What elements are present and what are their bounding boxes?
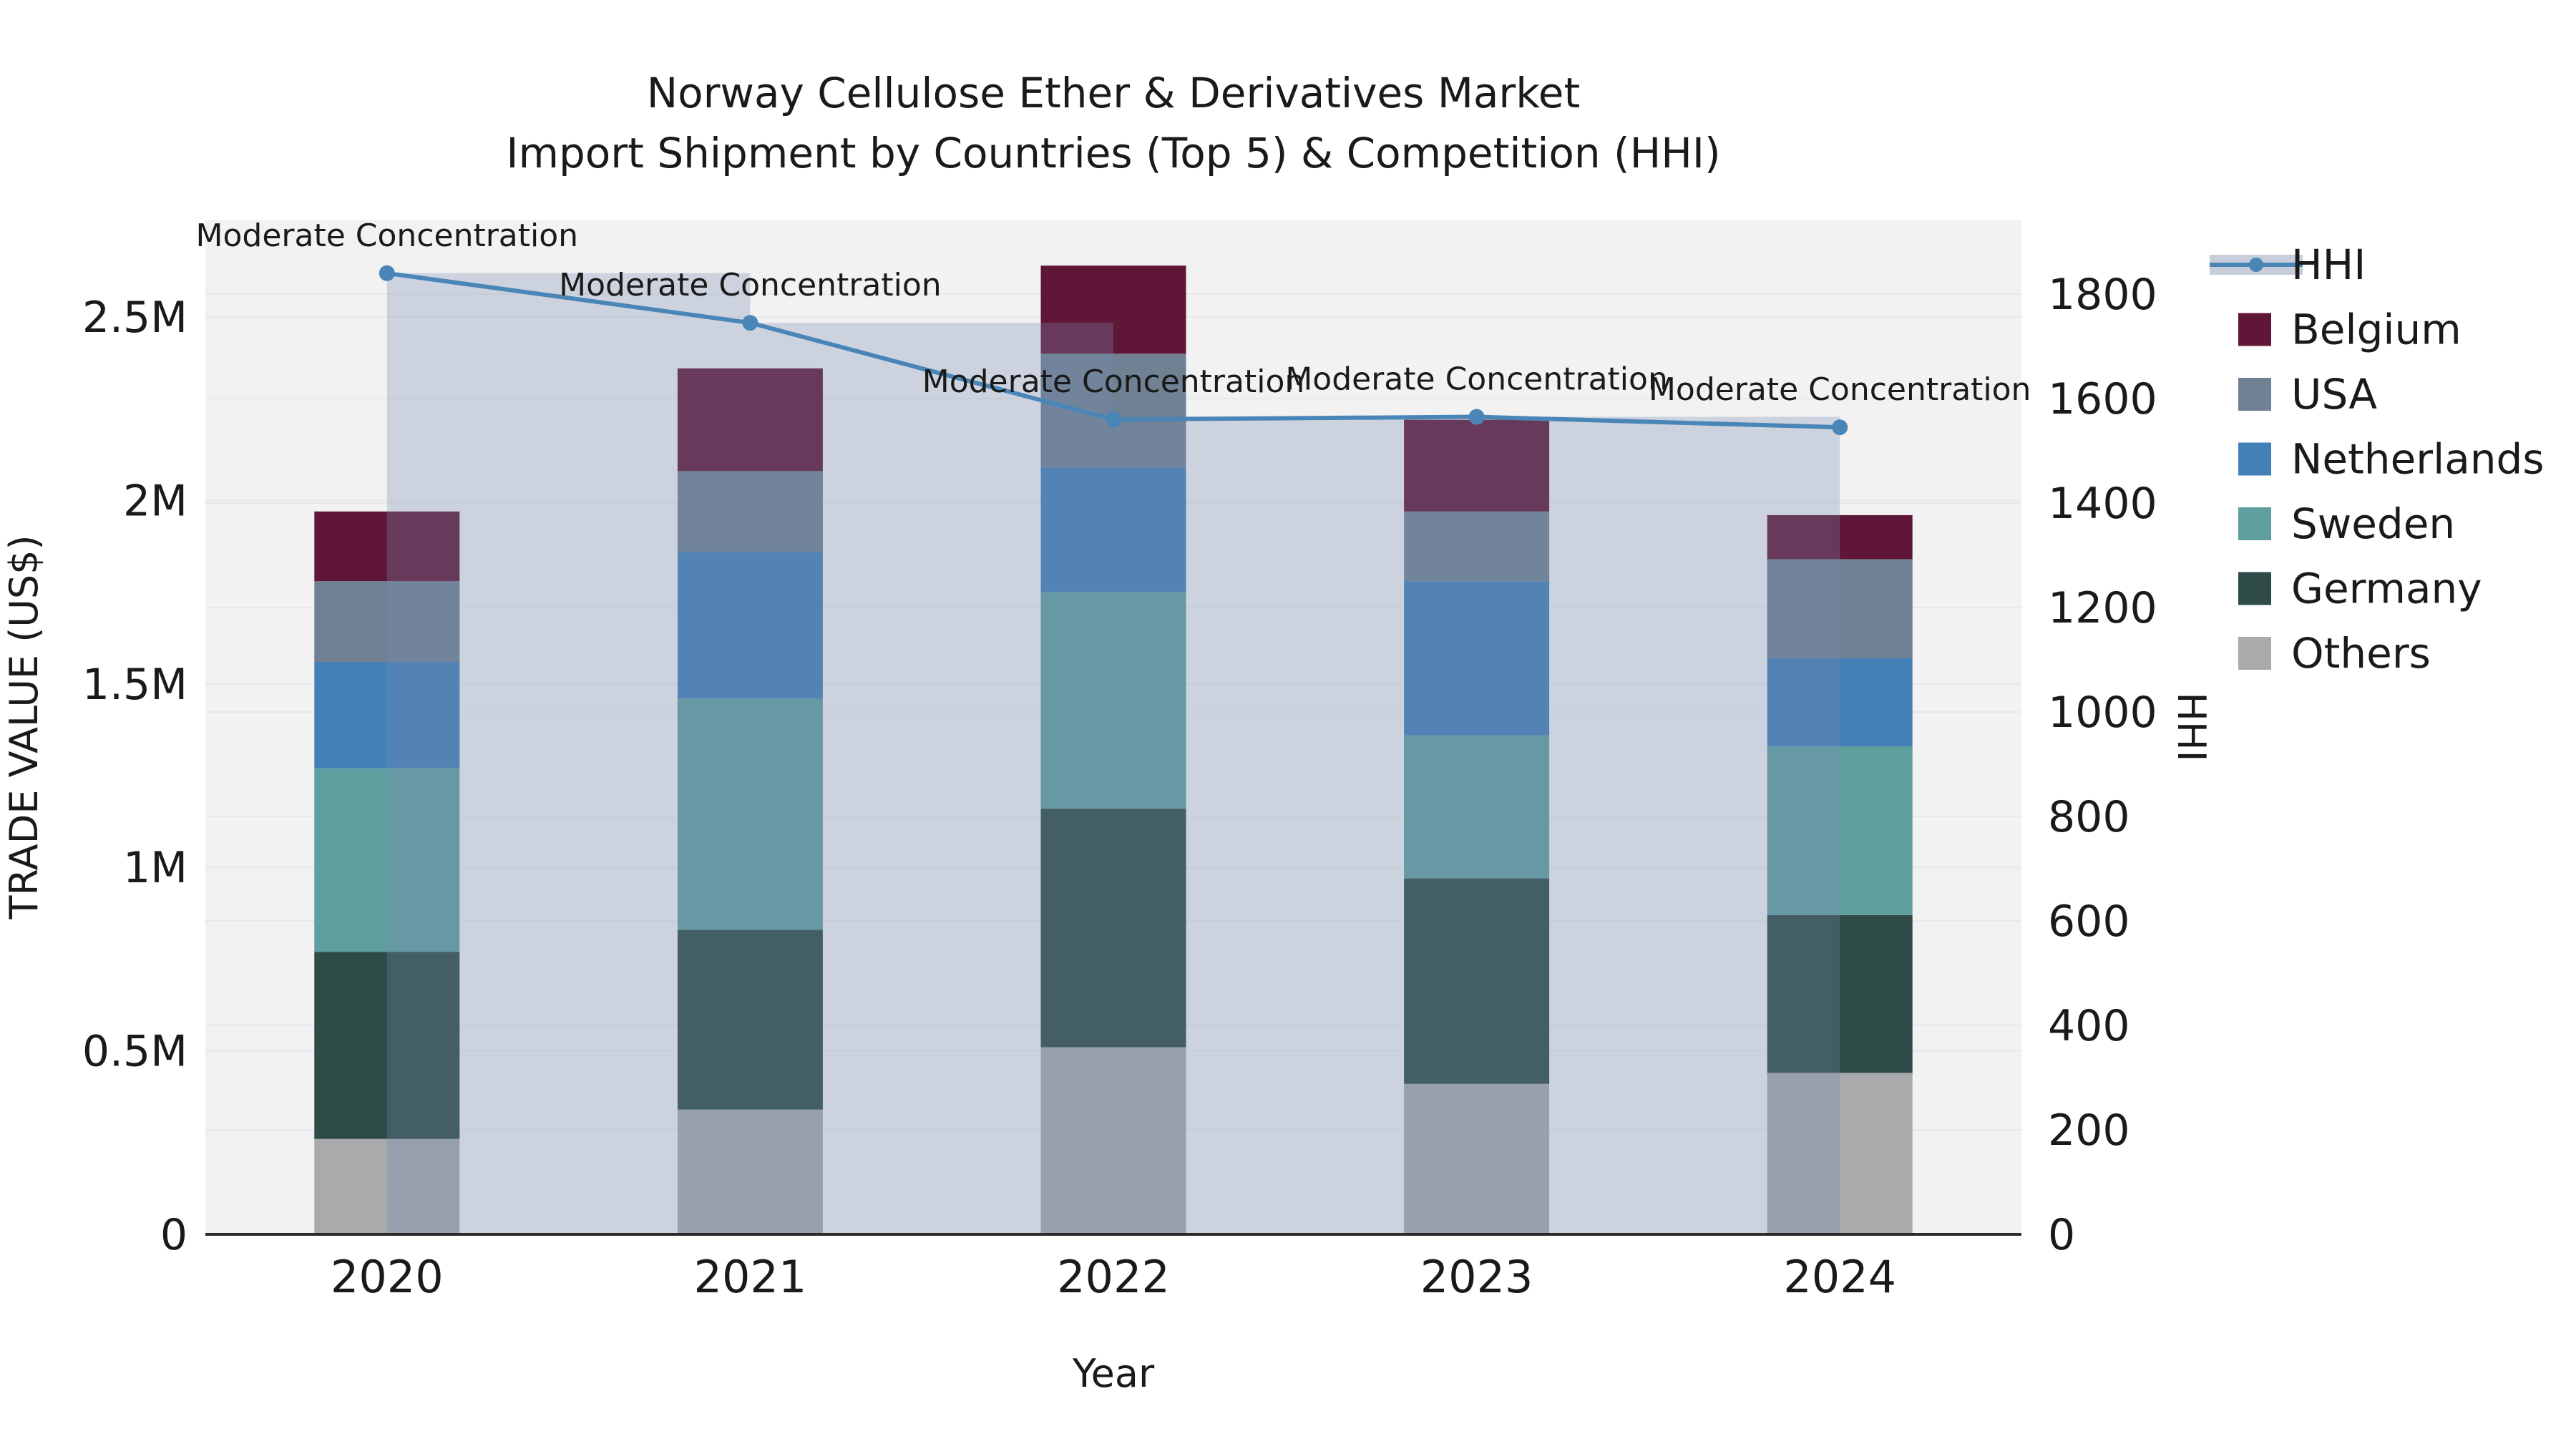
legend-swatch-netherlands	[2238, 442, 2271, 476]
hhi-marker-2023	[1468, 409, 1485, 425]
y-right-tick-0: 0	[2048, 1210, 2075, 1260]
y-left-tick-1M: 1M	[123, 843, 187, 893]
legend-label-germany: Germany	[2291, 565, 2482, 613]
legend-swatch-belgium	[2238, 313, 2271, 346]
legend-swatch-sweden	[2238, 507, 2271, 540]
y-right-tick-200: 200	[2048, 1106, 2130, 1156]
y-right-tick-1800: 1800	[2048, 270, 2157, 320]
bar-segment-usa-2022	[1040, 353, 1186, 468]
axis-ticks: 0 0.5M 1M 1.5M 2M 2.5M 0 200 400 600 800 1000 1200 14…	[82, 270, 2157, 1303]
legend-swatch-others	[2238, 637, 2271, 670]
bar-segment-netherlands-2023	[1404, 581, 1550, 736]
hhi-marker-2024	[1832, 419, 1848, 436]
hhi-marker-2022	[1106, 411, 1121, 428]
annotation-2021: Moderate Concentration	[559, 267, 942, 303]
bar-segment-germany-2021	[677, 930, 823, 1110]
x-axis-title: Year	[1072, 1351, 1155, 1396]
bar-segment-germany-2020	[314, 952, 460, 1139]
bar-segment-germany-2022	[1040, 809, 1186, 1048]
y-right-tick-600: 600	[2048, 897, 2130, 947]
bar-segment-netherlands-2022	[1040, 467, 1186, 592]
y-right-tick-1000: 1000	[2048, 688, 2157, 738]
bar-segment-belgium-2024	[1767, 514, 1913, 560]
y-left-axis-title: TRADE VALUE (US$)	[1, 535, 47, 919]
annotation-2022: Moderate Concentration	[922, 364, 1305, 400]
bar-segment-germany-2023	[1404, 878, 1550, 1084]
bar-segment-usa-2021	[677, 471, 823, 552]
bar-segment-others-2021	[677, 1109, 823, 1234]
hhi-line	[379, 265, 1848, 436]
hhi-marker-2021	[742, 315, 758, 331]
legend-label-hhi: HHI	[2291, 240, 2366, 289]
bar-segment-belgium-2021	[677, 368, 823, 472]
legend-swatch-germany	[2238, 572, 2271, 605]
bar-segment-sweden-2024	[1767, 746, 1913, 915]
y-left-tick-2M: 2M	[123, 476, 187, 526]
bar-segment-others-2020	[314, 1138, 460, 1234]
y-right-tick-1600: 1600	[2048, 374, 2157, 424]
bar-segment-usa-2024	[1767, 559, 1913, 658]
y-right-tick-1200: 1200	[2048, 583, 2157, 633]
y-right-tick-1400: 1400	[2048, 479, 2157, 529]
y-left-tick-0: 0	[160, 1210, 187, 1260]
y-right-tick-800: 800	[2048, 792, 2130, 842]
y-right-axis-title: HHI	[2169, 692, 2214, 761]
bar-segment-netherlands-2021	[677, 552, 823, 699]
y-left-tick-2.5M: 2.5M	[82, 293, 187, 343]
y-right-tick-400: 400	[2048, 1001, 2130, 1051]
y-left-tick-1.5M: 1.5M	[82, 660, 187, 710]
hhi-area-fill	[386, 273, 1840, 1234]
bar-segment-usa-2023	[1404, 511, 1550, 582]
bar-segment-others-2023	[1404, 1083, 1550, 1234]
legend-label-netherlands: Netherlands	[2291, 435, 2545, 484]
x-tick-2022: 2022	[1057, 1251, 1170, 1303]
bar-segment-sweden-2022	[1040, 592, 1186, 809]
legend-label-usa: USA	[2291, 370, 2377, 419]
x-tick-2023: 2023	[1420, 1251, 1533, 1303]
bar-segment-germany-2024	[1767, 914, 1913, 1073]
stacked-bars	[314, 265, 1913, 1234]
legend-swatch-usa	[2238, 378, 2271, 411]
x-tick-2024: 2024	[1783, 1251, 1896, 1303]
legend-label-sweden: Sweden	[2291, 499, 2455, 548]
hhi-marker-2020	[379, 265, 395, 281]
bar-segment-usa-2020	[314, 581, 460, 663]
bar-segment-netherlands-2024	[1767, 658, 1913, 746]
bar-segment-sweden-2020	[314, 768, 460, 952]
legend: HHI Belgium USA Netherlands Sweden Germany Oth…	[2210, 240, 2545, 678]
bar-segment-belgium-2020	[314, 511, 460, 582]
bar-segment-sweden-2023	[1404, 735, 1550, 879]
bar-segment-belgium-2022	[1040, 265, 1186, 354]
annotation-2023: Moderate Concentration	[1285, 361, 1668, 398]
annotation-2024: Moderate Concentration	[1649, 371, 2031, 408]
annotation-2020: Moderate Concentration	[196, 218, 579, 254]
chart-title-line2: Import Shipment by Countries (Top 5) & C…	[506, 129, 1720, 177]
bar-segment-belgium-2023	[1404, 419, 1550, 512]
x-tick-2021: 2021	[694, 1251, 807, 1303]
bar-segment-others-2024	[1767, 1073, 1913, 1234]
chart-title-line1: Norway Cellulose Ether & Derivatives Mar…	[647, 69, 1580, 117]
legend-label-belgium: Belgium	[2291, 306, 2462, 354]
legend-hhi-marker	[2249, 258, 2263, 272]
bar-segment-sweden-2021	[677, 698, 823, 930]
hhi-step-area	[386, 273, 1840, 1234]
x-tick-2020: 2020	[331, 1251, 444, 1303]
bar-segment-netherlands-2020	[314, 662, 460, 769]
legend-label-others: Others	[2291, 629, 2431, 678]
bar-segment-others-2022	[1040, 1047, 1186, 1234]
y-left-tick-0.5M: 0.5M	[82, 1027, 187, 1077]
